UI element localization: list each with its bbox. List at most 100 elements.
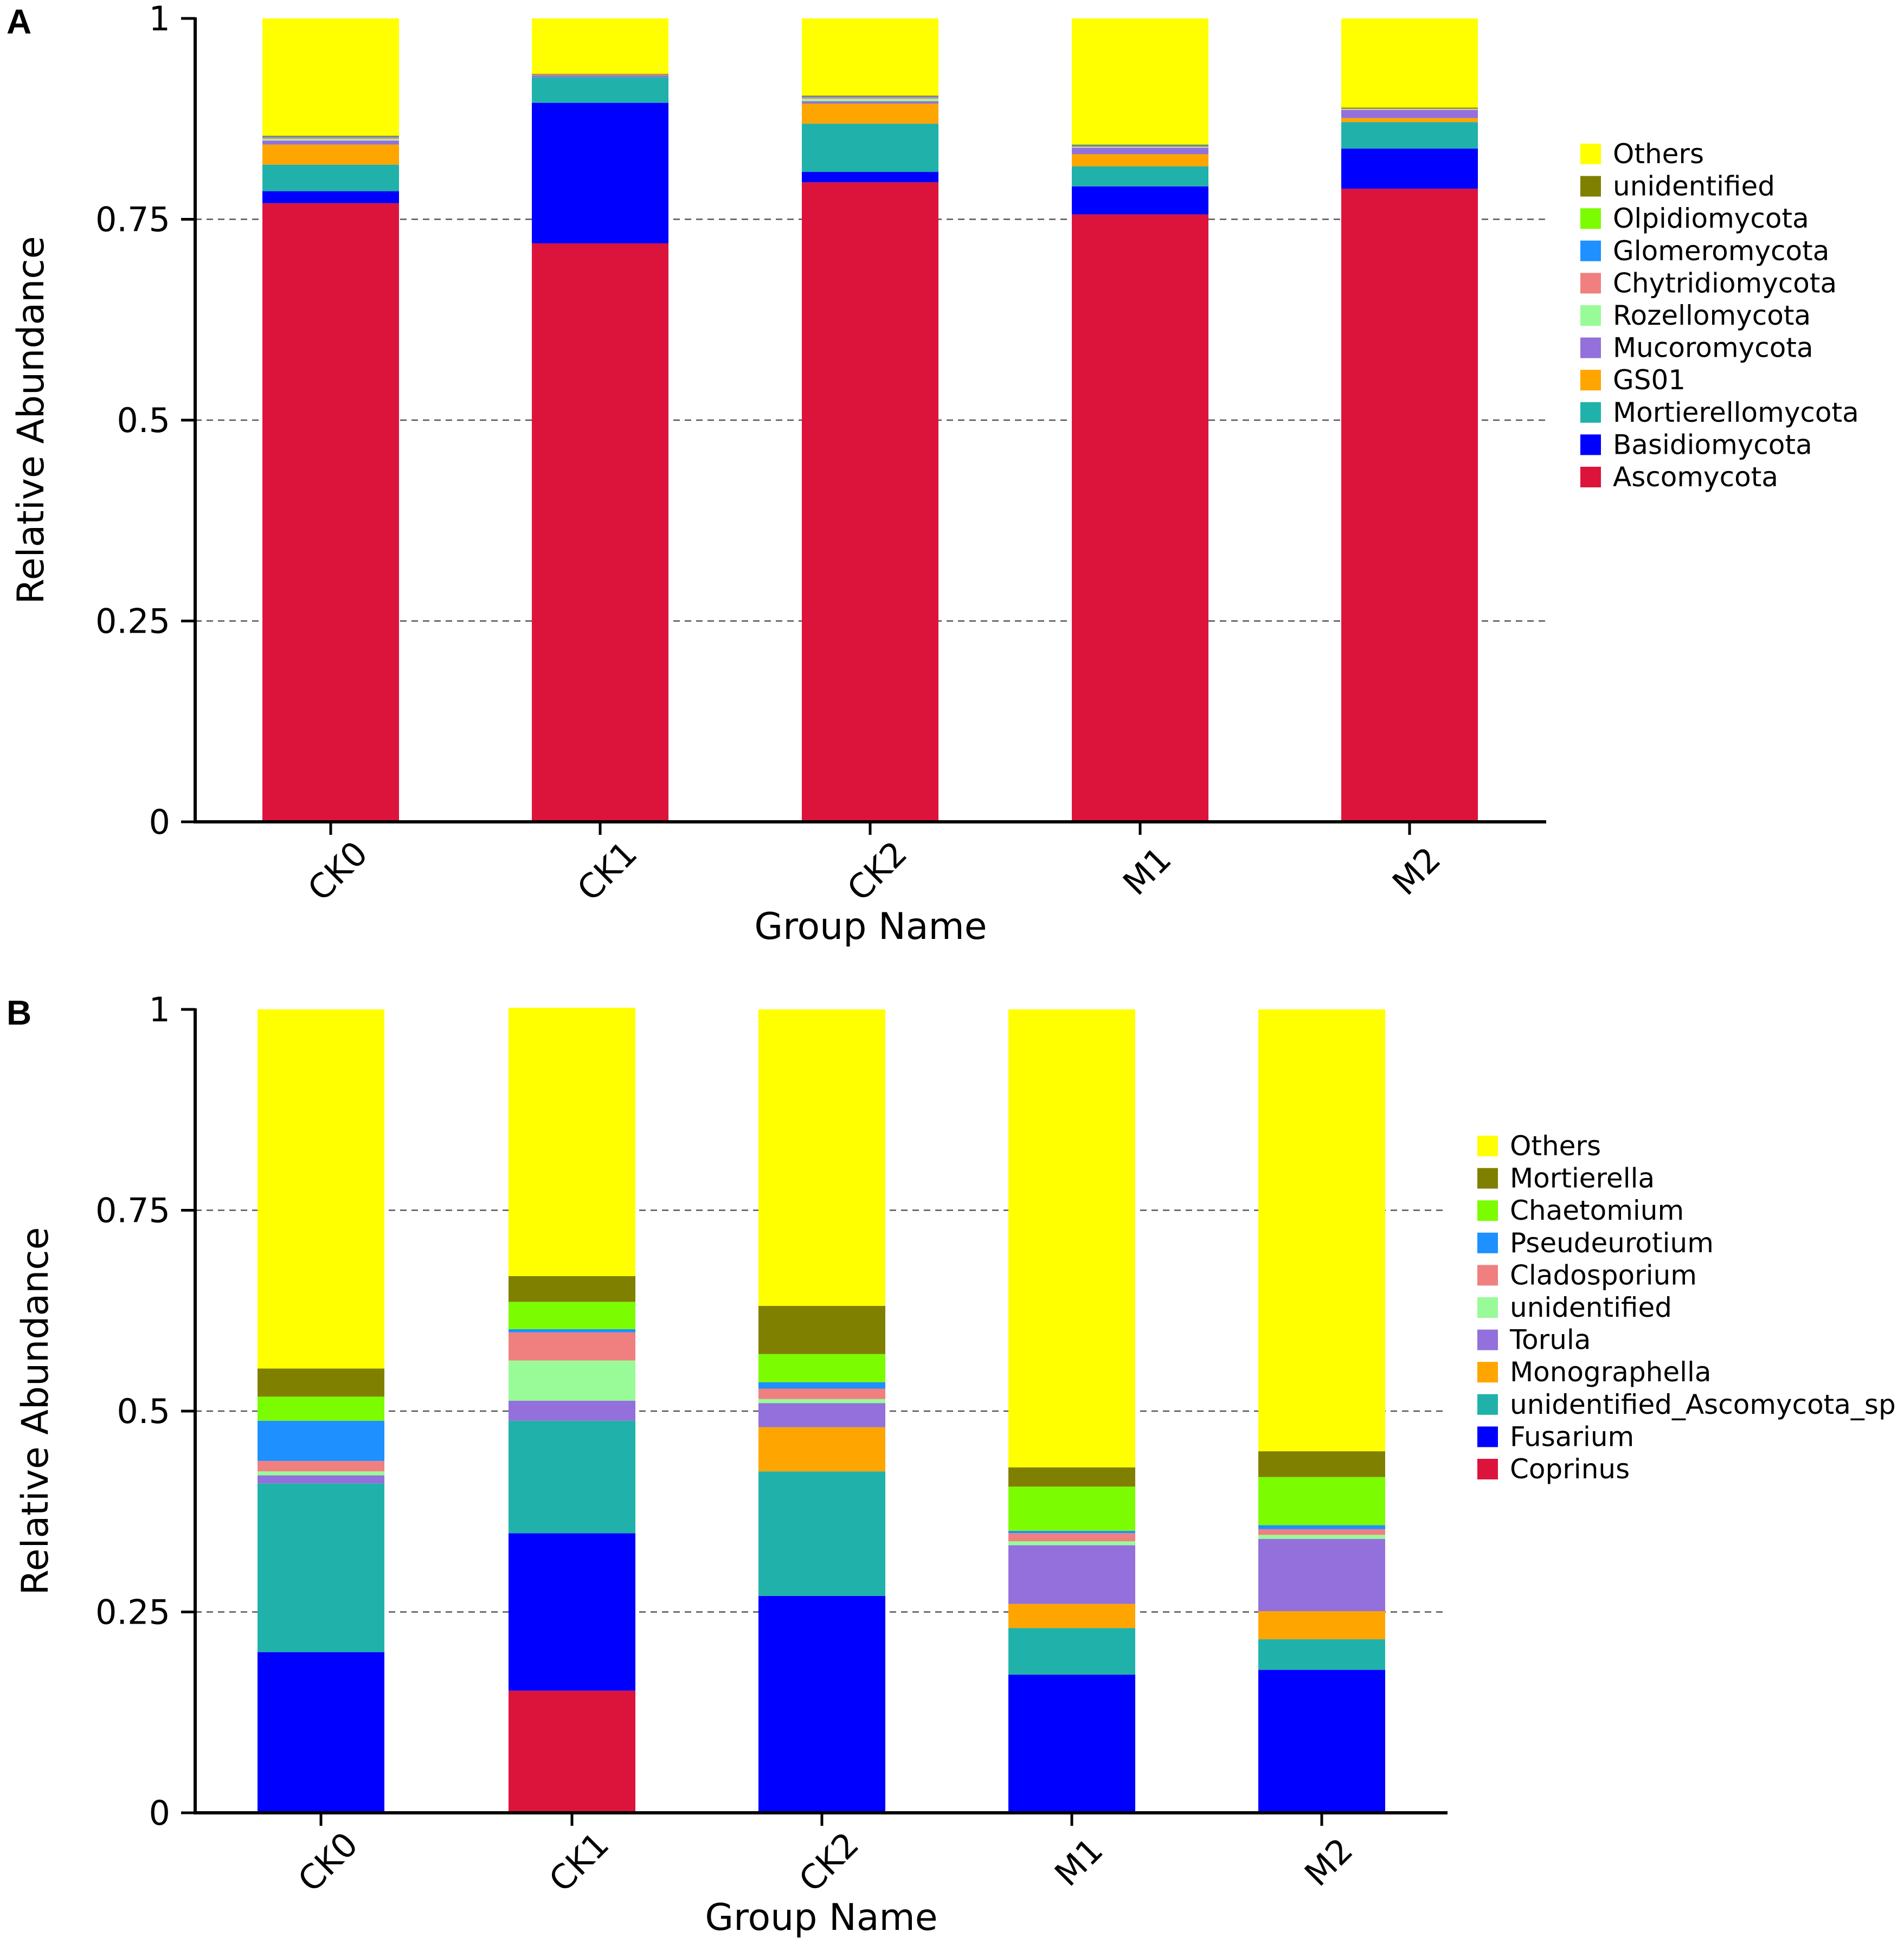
y-axis-title: Relative Abundance <box>10 236 53 604</box>
bar-segment <box>532 75 668 78</box>
bar-segment <box>258 1420 384 1461</box>
bar-segment <box>258 1475 384 1484</box>
legend-label: GS01 <box>1613 364 1686 396</box>
panel-label: A <box>7 2 31 41</box>
bar-segment <box>258 1009 384 1369</box>
legend-swatch <box>1477 1394 1498 1415</box>
y-tick-label: 0.75 <box>95 1191 170 1231</box>
bar-segment <box>258 1460 384 1472</box>
panel-label: B <box>7 993 31 1032</box>
bar-segment <box>262 137 399 139</box>
bar-segment <box>1341 149 1478 189</box>
bar-segment <box>258 1483 384 1652</box>
bar-segment <box>1072 186 1208 215</box>
x-tick-label: CK2 <box>791 1824 866 1900</box>
y-tick-label: 0.5 <box>117 1392 170 1431</box>
legend-swatch <box>1580 240 1601 261</box>
legend-label: Fusarium <box>1510 1421 1634 1452</box>
bar-segment <box>802 96 938 98</box>
bar-segment <box>1258 1477 1385 1525</box>
bar-segment <box>758 1354 885 1382</box>
bar-segment <box>802 124 938 172</box>
bar-segment <box>802 182 938 822</box>
bar-segment <box>1008 1009 1135 1467</box>
y-tick-label: 1 <box>149 0 170 38</box>
legend-label: Chytridiomycota <box>1613 267 1837 299</box>
bar-segment <box>1258 1611 1385 1639</box>
bar-segment <box>509 1533 635 1691</box>
bar-segment <box>1258 1451 1385 1477</box>
bar-segment <box>509 1332 635 1361</box>
bar-segment <box>509 1400 635 1421</box>
legend-swatch <box>1477 1459 1498 1479</box>
bar-segment <box>1258 1009 1385 1452</box>
y-tick-label: 0.25 <box>95 602 170 641</box>
legend-label: Others <box>1510 1130 1601 1162</box>
x-tick-label: CK0 <box>290 1824 365 1900</box>
y-tick-label: 1 <box>149 990 170 1029</box>
bar-segment <box>1072 214 1208 822</box>
legend-label: Pseudeurotium <box>1510 1227 1714 1259</box>
bar-segment <box>1258 1529 1385 1535</box>
bar-segment <box>758 1388 885 1399</box>
bar-segment <box>509 1690 635 1813</box>
bar-segment <box>1341 18 1478 108</box>
bar-segment <box>1258 1639 1385 1670</box>
bar-segment <box>509 1008 635 1277</box>
bar-segment <box>1008 1628 1135 1675</box>
legend-label: Others <box>1613 138 1704 170</box>
bar-segment <box>509 1302 635 1329</box>
bar-segment <box>532 77 668 103</box>
y-tick-label: 0.75 <box>95 200 170 240</box>
bar-segment <box>258 1471 384 1476</box>
bar-segment <box>1341 108 1478 110</box>
bar-segment <box>802 18 938 96</box>
bar-segment <box>1072 18 1208 145</box>
x-axis-title: Group Name <box>705 1896 937 1939</box>
bar-segment <box>758 1471 885 1596</box>
bar-segment <box>509 1360 635 1401</box>
x-tick-label: M2 <box>1297 1830 1360 1894</box>
bar-segment <box>1341 109 1478 110</box>
legend-label: Chaetomium <box>1510 1195 1684 1226</box>
bar-segment <box>262 144 399 165</box>
panel-b: B 0 0.25 0.5 0.75 1 CK0 CK1 CK2 M1 M2 Relative Abun… <box>7 990 1896 1939</box>
y-tick-label: 0.5 <box>117 401 170 440</box>
x-axis-title: Group Name <box>754 905 987 948</box>
panel-a: A 0 0.25 0.5 0.75 1 CK0 CK1 CK2 M1 M2 Relative Abun… <box>7 0 1859 948</box>
bar-segment <box>1072 147 1208 155</box>
x-tick-label: M1 <box>1115 839 1179 903</box>
legend-swatch <box>1580 208 1601 229</box>
bar-segment <box>1008 1533 1135 1542</box>
x-tick-label: CK1 <box>569 833 645 909</box>
bar-segment <box>802 104 938 124</box>
legend-swatch <box>1580 467 1601 487</box>
x-tick-label: M2 <box>1385 839 1448 903</box>
legend-swatch <box>1580 337 1601 358</box>
bar-segment <box>758 1427 885 1472</box>
bar-segment <box>262 18 399 136</box>
legend-label: Mortierella <box>1510 1163 1655 1194</box>
bar-segment <box>758 1382 885 1389</box>
legend-label: unidentified <box>1613 171 1775 202</box>
legend-swatch <box>1477 1168 1498 1189</box>
bar-segment <box>1072 154 1208 166</box>
y-axis-title: Relative Abundance <box>14 1227 57 1595</box>
legend-swatch <box>1477 1362 1498 1383</box>
legend-swatch <box>1580 370 1601 391</box>
legend-label: Mucoromycota <box>1613 332 1813 364</box>
bar-segment <box>1008 1545 1135 1604</box>
legend-swatch <box>1580 434 1601 455</box>
bar-segment <box>1072 145 1208 146</box>
y-tick-label: 0 <box>149 1793 170 1833</box>
legend-swatch <box>1477 1232 1498 1253</box>
bar-segment <box>1008 1675 1135 1813</box>
bar-segment <box>262 139 399 141</box>
bar-segment <box>1008 1530 1135 1534</box>
bar-segment <box>1258 1670 1385 1813</box>
bar-segment <box>758 1595 885 1813</box>
legend-swatch <box>1477 1426 1498 1447</box>
legend-swatch <box>1477 1265 1498 1286</box>
bar-segment <box>1341 118 1478 123</box>
